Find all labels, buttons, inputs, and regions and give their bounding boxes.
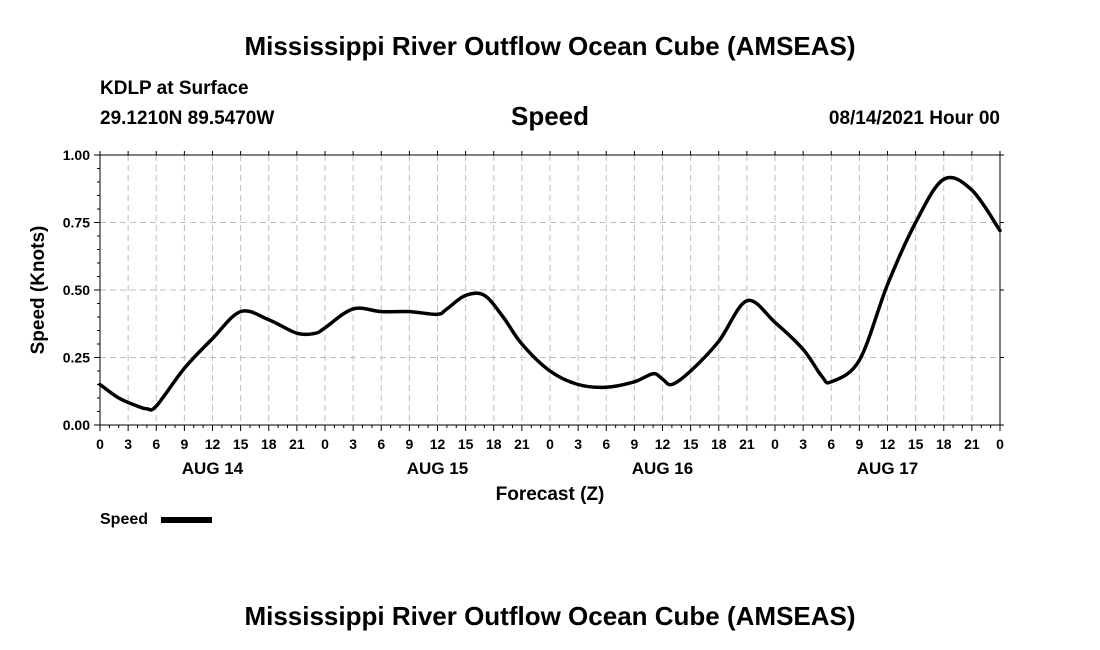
x-tick-label: 12 [205, 436, 221, 452]
x-tick-label: 0 [996, 436, 1004, 452]
y-tick-label: 0.00 [63, 417, 90, 433]
x-tick-label: 15 [908, 436, 924, 452]
datetime-label: 08/14/2021 Hour 00 [829, 108, 1000, 129]
x-tick-label: 15 [458, 436, 474, 452]
legend: Speed [100, 511, 212, 528]
x-tick-label: 0 [96, 436, 104, 452]
series-line-speed [98, 175, 1002, 412]
x-tick-label: 3 [124, 436, 132, 452]
x-tick-label: 18 [261, 436, 277, 452]
x-tick-label: 12 [880, 436, 896, 452]
x-tick-label: 21 [514, 436, 530, 452]
series-lines [98, 175, 1002, 412]
x-day-label: AUG 17 [857, 459, 918, 478]
y-axis-label: Speed (Knots) [28, 226, 49, 355]
x-tick-label: 21 [964, 436, 980, 452]
x-tick-label: 0 [771, 436, 779, 452]
x-day-label: AUG 14 [182, 459, 244, 478]
y-tick-label: 0.50 [63, 282, 90, 298]
x-tick-label: 9 [405, 436, 413, 452]
variable-label: Speed [511, 101, 589, 131]
station-label: KDLP at Surface [100, 78, 249, 99]
x-tick-label: 15 [233, 436, 249, 452]
x-day-label: AUG 15 [407, 459, 468, 478]
x-tick-label: 21 [739, 436, 755, 452]
y-tick-label: 0.75 [63, 215, 90, 231]
x-tick-label: 6 [152, 436, 160, 452]
x-tick-label: 6 [377, 436, 385, 452]
footer-title: Mississippi River Outflow Ocean Cube (AM… [244, 601, 855, 631]
x-day-label: AUG 16 [632, 459, 693, 478]
x-tick-label: 9 [855, 436, 863, 452]
chart-title: Mississippi River Outflow Ocean Cube (AM… [244, 31, 855, 61]
x-tick-label: 0 [321, 436, 329, 452]
legend-label-speed: Speed [100, 511, 148, 528]
x-tick-label: 9 [630, 436, 638, 452]
x-tick-label: 9 [180, 436, 188, 452]
x-tick-label: 21 [289, 436, 305, 452]
y-tick-label: 0.25 [63, 350, 90, 366]
x-tick-label: 3 [799, 436, 807, 452]
axes: 0.00 0.25 0.50 0.75 1.00 0 3 6 9 12 15 18 21 0 3 6 9 12 15… [63, 147, 1004, 478]
coordinates-label: 29.1210N 89.5470W [100, 108, 274, 129]
gridlines [100, 155, 1000, 425]
x-tick-label: 15 [683, 436, 699, 452]
x-axis-label: Forecast (Z) [496, 484, 605, 505]
x-tick-label: 3 [574, 436, 582, 452]
x-tick-label: 12 [430, 436, 446, 452]
x-tick-label: 12 [655, 436, 671, 452]
y-tick-label: 1.00 [63, 147, 90, 163]
x-tick-label: 3 [349, 436, 357, 452]
x-tick-label: 6 [602, 436, 610, 452]
x-tick-label: 18 [711, 436, 727, 452]
x-tick-label: 6 [827, 436, 835, 452]
x-tick-label: 18 [936, 436, 952, 452]
x-tick-label: 0 [546, 436, 554, 452]
x-tick-label: 18 [486, 436, 502, 452]
